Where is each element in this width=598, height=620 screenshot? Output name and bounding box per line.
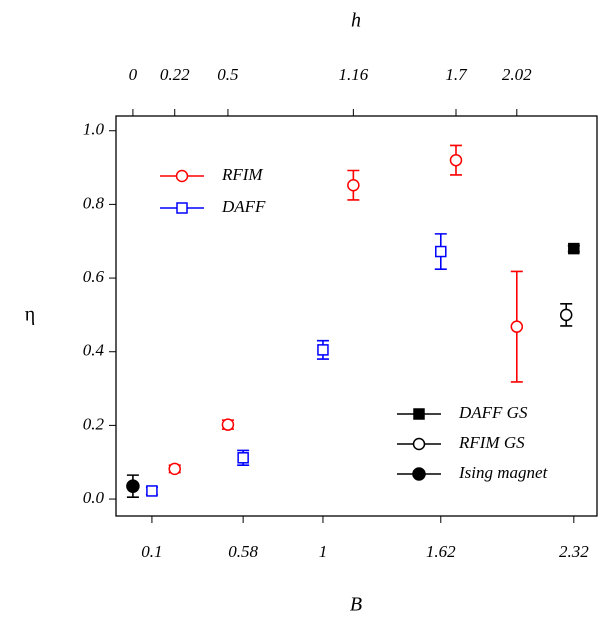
y-tick-label: 0.8 (83, 193, 105, 212)
x2-tick-label: 1.16 (338, 65, 368, 84)
marker (317, 344, 329, 356)
legend-marker (176, 202, 188, 214)
marker (449, 153, 463, 167)
y-axis-label: η (25, 304, 35, 326)
legend-label: RFIM GS (458, 433, 525, 452)
marker (568, 242, 580, 255)
marker (146, 485, 158, 497)
plot-frame (115, 115, 598, 517)
y-tick-label: 0.2 (83, 414, 105, 433)
x2-tick-label: 0 (129, 65, 138, 84)
legend-marker (412, 467, 426, 481)
x2-tick-label: 0.5 (217, 65, 238, 84)
x-axis-label: B (350, 594, 362, 616)
legend-marker (175, 169, 189, 183)
legend-marker (412, 437, 426, 451)
y-tick-label: 0.6 (83, 267, 105, 286)
legend-label: Ising magnet (458, 463, 549, 482)
legend-label: DAFF (221, 197, 266, 216)
x-tick-label: 1 (319, 542, 328, 561)
x2-tick-label: 1.7 (445, 65, 468, 84)
x-tick-label: 0.58 (228, 542, 258, 561)
x2-axis-label: h (351, 10, 361, 32)
x2-tick-label: 2.02 (502, 65, 532, 84)
marker (126, 479, 140, 493)
marker (168, 462, 181, 476)
marker (237, 452, 249, 464)
x-tick-label: 2.32 (559, 542, 589, 561)
x2-tick-label: 0.22 (160, 65, 190, 84)
legend-label: DAFF GS (458, 403, 528, 422)
y-tick-label: 1.0 (83, 120, 105, 139)
legend-label: RFIM (221, 165, 263, 184)
marker (435, 245, 447, 258)
y-tick-label: 0.4 (83, 341, 105, 360)
marker (347, 178, 360, 192)
legend-marker (413, 408, 425, 420)
x-tick-label: 0.1 (141, 542, 162, 561)
marker (510, 320, 524, 333)
x-tick-label: 1.62 (426, 542, 456, 561)
marker (559, 308, 573, 322)
marker (221, 418, 235, 431)
y-tick-label: 0.0 (83, 488, 105, 507)
